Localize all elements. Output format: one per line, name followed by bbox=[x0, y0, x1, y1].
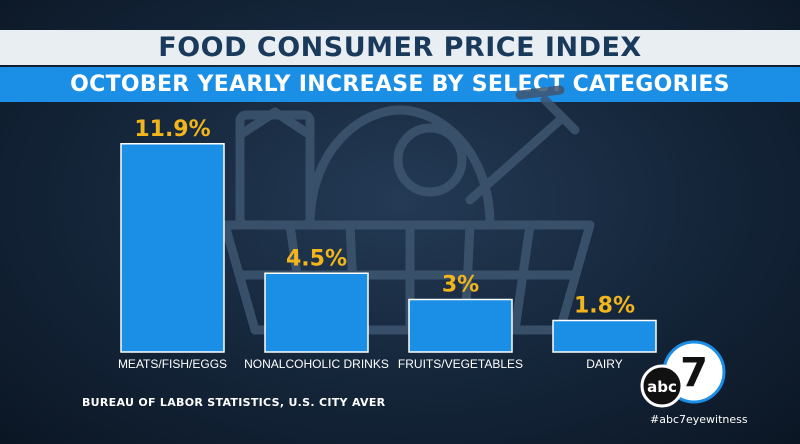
bar-0 bbox=[120, 143, 225, 353]
chart-subtitle: OCTOBER YEARLY INCREASE BY SELECT CATEGO… bbox=[0, 67, 800, 102]
bar-2 bbox=[408, 298, 513, 353]
value-label-1: 4.5% bbox=[286, 246, 347, 271]
value-labels: 11.9% 4.5% 3% 1.8% bbox=[134, 117, 635, 319]
bars bbox=[120, 143, 657, 353]
category-label-2: FRUITS/VEGETABLES bbox=[398, 357, 523, 371]
category-labels: MEATS/FISH/EGGS NONALCOHOLIC DRINKS FRUITS… bbox=[118, 357, 623, 371]
value-label-0: 11.9% bbox=[134, 117, 210, 142]
hashtag: #abc7eyewitness bbox=[650, 413, 748, 426]
logo-number: 7 bbox=[680, 350, 708, 396]
chart-title: FOOD CONSUMER PRICE INDEX bbox=[0, 30, 800, 65]
bar-3 bbox=[552, 319, 657, 353]
chart-title-text: FOOD CONSUMER PRICE INDEX bbox=[158, 32, 642, 63]
logo-abc: abc bbox=[647, 378, 677, 396]
source-credit: BUREAU OF LABOR STATISTICS, U.S. CITY AV… bbox=[82, 396, 386, 409]
category-label-0: MEATS/FISH/EGGS bbox=[118, 357, 227, 371]
value-label-3: 1.8% bbox=[574, 294, 635, 319]
category-label-1: NONALCOHOLIC DRINKS bbox=[244, 357, 389, 371]
value-label-2: 3% bbox=[442, 273, 479, 298]
abc7-logo: 7 abc bbox=[640, 340, 726, 408]
chart-subtitle-text: OCTOBER YEARLY INCREASE BY SELECT CATEGO… bbox=[70, 72, 730, 97]
bar-1 bbox=[264, 272, 369, 353]
category-label-3: DAIRY bbox=[586, 357, 622, 371]
